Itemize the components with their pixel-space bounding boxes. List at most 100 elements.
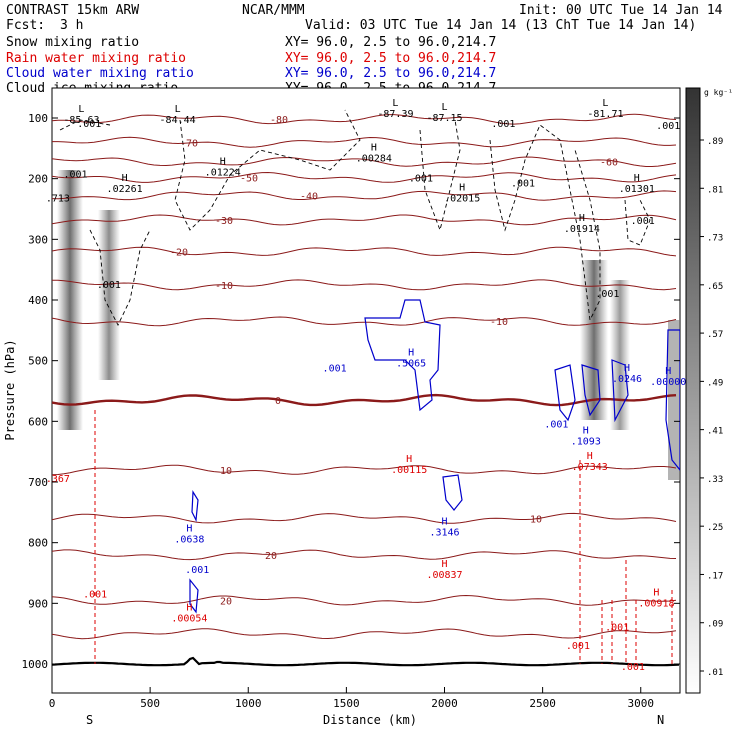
isotherm-line xyxy=(52,393,677,407)
extremum-value: .01301 xyxy=(619,184,655,195)
extremum-value: -85.63 xyxy=(63,115,99,126)
extremum-kind: L xyxy=(175,104,181,115)
colorbar-label: .73 xyxy=(707,234,723,244)
isotherm-label: 10 xyxy=(530,514,542,525)
cloud-water-contour xyxy=(611,359,629,423)
y-tick-label: 700 xyxy=(28,476,48,489)
contour-value-label: .001 xyxy=(566,641,590,652)
contour-value-label: .001 xyxy=(544,419,568,430)
y-tick-label: 200 xyxy=(28,173,48,186)
extremum-kind: H xyxy=(441,559,447,570)
extremum-value: .1093 xyxy=(571,436,601,447)
contour-value-label: .001 xyxy=(64,169,88,180)
extremum-kind: H xyxy=(406,454,412,465)
extremum-kind: H xyxy=(653,587,659,598)
extremum-kind: H xyxy=(441,516,447,527)
extremum-kind: H xyxy=(122,173,128,184)
valid-time: Valid: 03 UTC Tue 14 Jan 14 (13 ChT Tue … xyxy=(305,18,696,33)
isotherm-line xyxy=(52,512,677,524)
contour-value-label: .001 xyxy=(491,119,515,130)
colorbar-label: .17 xyxy=(707,571,723,581)
cloud-water-contour xyxy=(364,299,441,412)
extremum-value: -84.44 xyxy=(160,115,196,126)
x-tick-label: 2000 xyxy=(431,697,458,710)
extremum-kind: H xyxy=(186,524,192,535)
y-tick-label: 900 xyxy=(28,597,48,610)
isotherm-label: -50 xyxy=(240,173,258,184)
isotherm-label: 10 xyxy=(220,466,232,477)
contour-value-label: .367 xyxy=(46,474,70,485)
extremum-value: .00284 xyxy=(356,154,392,165)
legend-xy: XY= 96.0, 2.5 to 96.0,214.7 xyxy=(285,66,496,81)
label-layer: -80-70-60-50-40-30-20-10-10010102020L-85… xyxy=(46,98,686,673)
isotherm-line xyxy=(52,246,677,257)
x-tick-label: 3000 xyxy=(628,697,655,710)
extremum-value: .00837 xyxy=(426,570,462,581)
extremum-kind: H xyxy=(583,425,589,436)
extremum-value: .01224 xyxy=(205,168,241,179)
contour-value-label: .001 xyxy=(185,565,209,576)
snow-contour xyxy=(624,199,651,246)
extremum-kind: H xyxy=(220,157,226,168)
extremum-value: .00000 xyxy=(650,377,686,388)
isotherm-line xyxy=(52,156,677,167)
shading-column xyxy=(98,210,120,380)
extremum-kind: H xyxy=(587,451,593,462)
x-tick-label: 500 xyxy=(140,697,160,710)
x-tick-label: 2500 xyxy=(529,697,556,710)
contour-value-label: .001 xyxy=(97,280,121,291)
init-time: Init: 00 UTC Tue 14 Jan 14 xyxy=(519,3,723,18)
isotherm-label: -70 xyxy=(180,138,198,149)
isotherm-line xyxy=(52,136,677,148)
contour-value-label: .001 xyxy=(631,216,655,227)
contour-value-label: .001 xyxy=(83,589,107,600)
isotherm-label: -80 xyxy=(270,115,288,126)
extremum-value: -87.39 xyxy=(377,109,413,120)
legend-row-snow: Snow mixing ratio XY= 96.0, 2.5 to 96.0,… xyxy=(6,35,496,50)
extremum-value: -81.71 xyxy=(587,109,623,120)
ground-line xyxy=(52,656,680,667)
colorbar-label: .01 xyxy=(707,668,723,678)
contour-value-label: .001 xyxy=(77,119,101,130)
colorbar-label: .81 xyxy=(707,185,723,195)
isotherm-line xyxy=(52,549,677,561)
isotherm-label: 20 xyxy=(265,551,277,562)
extremum-value: .07343 xyxy=(572,462,608,473)
extremum-value: .00054 xyxy=(171,614,207,625)
shading-column xyxy=(610,280,630,430)
forecast-hour: 3 h xyxy=(60,18,83,33)
extremum-value: .00115 xyxy=(391,465,427,476)
isotherm-line xyxy=(52,316,677,327)
isotherm-line xyxy=(52,628,677,640)
extremum-kind: H xyxy=(371,143,377,154)
colorbar-labels: .01 .09 .17 .25 .33 .41 .49 .57 .65 .73 .81 .89 xyxy=(700,137,723,678)
extremum-value: -87.15 xyxy=(426,113,462,124)
colorbar-label: .25 xyxy=(707,523,723,533)
cloud-water-contour xyxy=(442,474,463,511)
x-end-label-south: S xyxy=(86,713,93,727)
snow-contour xyxy=(59,119,111,131)
colorbar-label: .41 xyxy=(707,427,723,437)
colorbar-label: .57 xyxy=(707,330,723,340)
plot-layer xyxy=(52,109,680,667)
y-tick-label: 800 xyxy=(28,537,48,550)
y-tick-label: 600 xyxy=(28,415,48,428)
extremum-value: .0638 xyxy=(174,535,204,546)
contour-value-label: .713 xyxy=(46,194,70,205)
isotherm-line xyxy=(52,171,677,183)
legend-row-rain: Rain water mixing ratio XY= 96.0, 2.5 to… xyxy=(6,51,496,66)
isotherm-label: -40 xyxy=(300,192,318,203)
contour-value-label: .001 xyxy=(409,174,433,185)
contour-value-label: .001 xyxy=(511,179,535,190)
extremum-kind: L xyxy=(392,98,398,109)
colorbar-label: .89 xyxy=(707,137,723,147)
extremum-kind: H xyxy=(459,183,465,194)
y-tick-label: 100 xyxy=(28,112,48,125)
isotherm-line xyxy=(52,279,677,291)
x-tick-label: 1500 xyxy=(333,697,360,710)
snow-contour xyxy=(489,124,601,322)
extremum-value: .3146 xyxy=(429,527,459,538)
snow-contour xyxy=(419,119,461,232)
extremum-kind: L xyxy=(602,98,608,109)
